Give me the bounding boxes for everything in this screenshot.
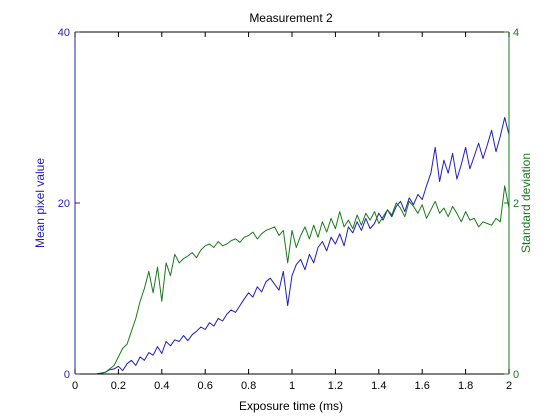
right-y-tick-label: 0 <box>513 369 519 381</box>
right-y-tick-label: 4 <box>513 27 519 39</box>
x-axis-title: Exposure time (ms) <box>239 399 343 413</box>
x-tick-label: 0 <box>72 380 78 392</box>
left-y-tick-label: 40 <box>58 27 70 39</box>
x-tick-label: 1.6 <box>415 380 430 392</box>
left-y-tick-label: 0 <box>64 369 70 381</box>
x-tick-label: 0.8 <box>241 380 256 392</box>
x-tick-label: 1.4 <box>371 380 386 392</box>
series-line-standard-deviation <box>79 185 510 375</box>
plot-background <box>75 32 509 374</box>
x-tick-label: 1.8 <box>458 380 473 392</box>
x-tick-label: 0.4 <box>154 380 169 392</box>
x-tick-label: 1.2 <box>328 380 343 392</box>
x-tick-label: 2 <box>506 380 512 392</box>
chart-title: Measurement 2 <box>249 11 333 25</box>
left-y-tick-label: 20 <box>58 198 70 210</box>
x-tick-label: 0.2 <box>111 380 126 392</box>
right-y-tick-label: 2 <box>513 198 519 210</box>
plot-area <box>75 32 509 374</box>
series-layer <box>79 117 510 375</box>
right-y-axis-title: Standard deviation <box>519 153 533 253</box>
series-line-mean-pixel-value <box>79 117 510 375</box>
x-tick-label: 0.6 <box>198 380 213 392</box>
x-tick-label: 1 <box>289 380 295 392</box>
left-y-axis-title: Mean pixel value <box>33 158 47 248</box>
